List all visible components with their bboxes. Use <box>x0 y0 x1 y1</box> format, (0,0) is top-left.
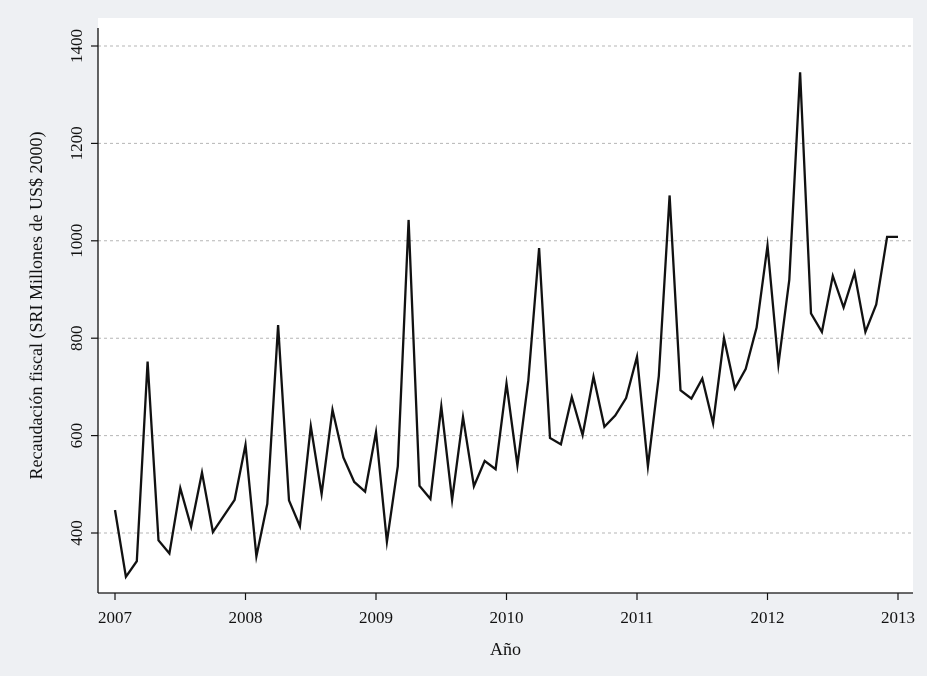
y-tick-label: 1000 <box>67 224 86 258</box>
grid-lines <box>98 45 913 534</box>
x-tick-label: 2008 <box>229 608 263 627</box>
x-tick-label: 2010 <box>490 608 524 627</box>
x-tick-label: 2012 <box>751 608 785 627</box>
y-tick-label: 600 <box>67 423 86 449</box>
y-axis-title: Recaudación fiscal (SRI Millones de US$ … <box>26 132 47 480</box>
tick-labels: 400 600 800 1000 1200 1400 2007 2008 2009 2010 201… <box>67 29 915 627</box>
y-tick-label: 1200 <box>67 126 86 160</box>
series-line-0 <box>113 72 898 580</box>
plot-area <box>98 18 913 593</box>
y-tick-label: 1400 <box>67 29 86 63</box>
x-tick-label: 2013 <box>881 608 915 627</box>
x-tick-label: 2009 <box>359 608 393 627</box>
axes <box>97 28 913 594</box>
series <box>113 72 898 580</box>
tick-marks <box>91 45 899 600</box>
x-tick-label: 2011 <box>620 608 653 627</box>
x-tick-label: 2007 <box>98 608 133 627</box>
x-axis-title: Año <box>490 639 521 659</box>
y-tick-label: 800 <box>67 325 86 351</box>
y-tick-label: 400 <box>67 520 86 546</box>
